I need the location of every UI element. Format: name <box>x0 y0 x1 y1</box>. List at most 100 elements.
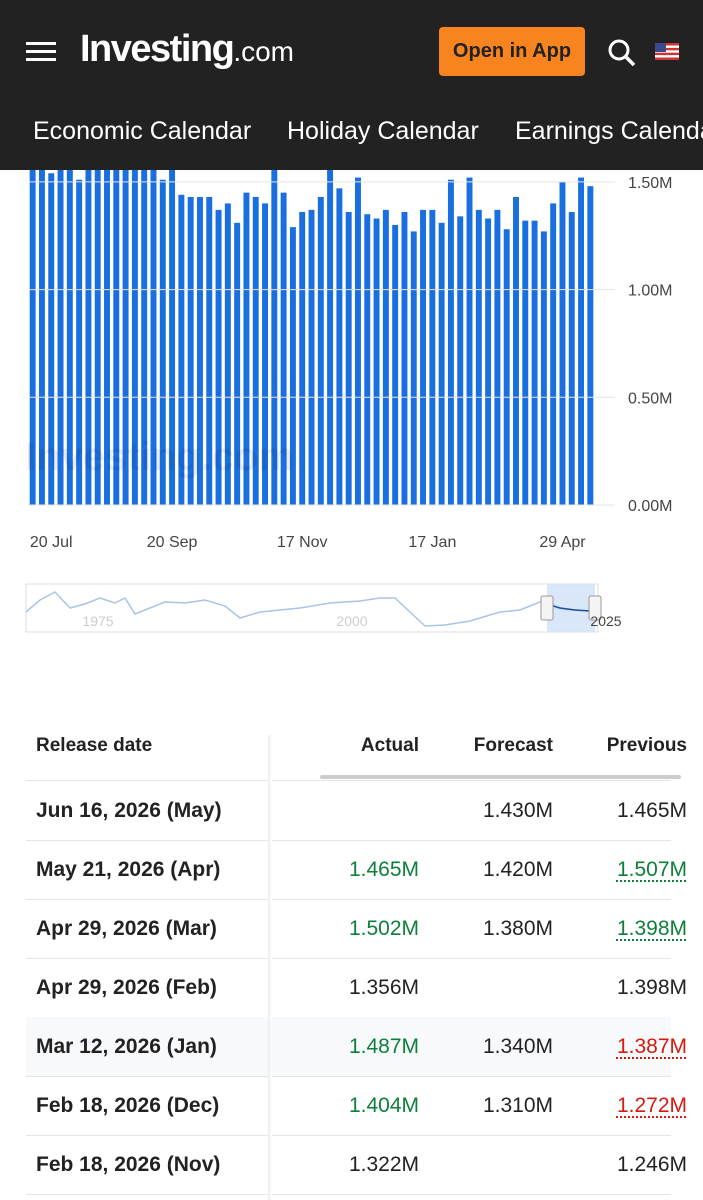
table-header: Release date Actual Forecast Previous <box>26 720 687 781</box>
release-date: Feb 18, 2026 (Nov) <box>36 1153 221 1176</box>
x-tick-label: 20 Jul <box>30 534 73 551</box>
bar <box>494 209 501 505</box>
bar <box>355 177 361 506</box>
bar <box>76 179 83 505</box>
previous-value: 1.398M <box>616 976 687 999</box>
navigator-handle[interactable] <box>588 595 602 621</box>
bar <box>522 220 529 505</box>
flag-icon[interactable] <box>655 43 679 60</box>
bar <box>503 229 510 505</box>
nav-item[interactable]: Earnings Calendar <box>515 117 703 145</box>
bar <box>299 212 306 506</box>
previous-value: 1.507M <box>616 858 687 881</box>
bar <box>513 196 519 505</box>
bar <box>559 181 566 505</box>
bar <box>336 188 343 505</box>
bar <box>206 196 213 505</box>
bar <box>224 203 231 505</box>
nav-item[interactable]: Economic Calendar <box>33 117 252 145</box>
release-date: Mar 12, 2026 (Jan) <box>36 1035 217 1058</box>
open-app-button[interactable]: Open in App <box>439 27 585 76</box>
actual-value: 1.356M <box>348 976 419 999</box>
bar <box>280 192 287 505</box>
bar <box>66 170 73 505</box>
bar <box>317 196 324 505</box>
table-row: Apr 29, 2026 (Feb) 1.356M 1.398M <box>26 958 687 1018</box>
bar <box>48 173 55 505</box>
logo[interactable]: Investing.com <box>80 28 294 71</box>
column-header: Release date <box>36 735 153 756</box>
previous-value: 1.398M <box>616 917 687 940</box>
bar <box>289 227 296 505</box>
previous-value: 1.387M <box>616 1035 687 1058</box>
bar <box>531 220 538 505</box>
menu-icon[interactable] <box>26 42 58 62</box>
nav-bar: Economic Calendar Holiday Calendar Earning… <box>0 100 703 170</box>
bar <box>38 170 45 505</box>
x-tick-label: 29 Apr <box>539 534 586 551</box>
navigator-label: 2000 <box>336 613 367 629</box>
release-date: Apr 29, 2026 (Mar) <box>36 917 217 940</box>
bar <box>392 224 399 505</box>
navigator-label: 1975 <box>82 613 113 629</box>
bar <box>457 216 464 505</box>
logo-text: Investing <box>80 28 235 70</box>
actual-value: 1.487M <box>348 1035 419 1058</box>
x-tick-label: 20 Sep <box>147 534 198 551</box>
release-date: May 21, 2026 (Apr) <box>36 858 221 881</box>
search-icon[interactable] <box>607 38 637 68</box>
bar <box>429 209 436 505</box>
table-row: Jun 16, 2026 (May) 1.430M 1.465M <box>26 781 687 841</box>
bar <box>438 222 445 505</box>
bar <box>578 177 585 506</box>
navigator-selection[interactable] <box>547 584 595 632</box>
forecast-value: 1.380M <box>482 917 553 940</box>
table-row: Feb 18, 2026 (Nov) 1.322M 1.246M <box>26 1135 687 1195</box>
bar <box>568 212 575 506</box>
forecast-value: 1.430M <box>482 799 553 822</box>
bar <box>271 170 278 505</box>
bar <box>550 203 557 505</box>
bar <box>85 170 92 505</box>
column-header: Previous <box>606 735 687 756</box>
bar <box>410 231 417 505</box>
bar <box>141 170 148 505</box>
bar <box>327 170 334 505</box>
actual-value: 1.322M <box>348 1153 419 1176</box>
table-row: Feb 18, 2026 (Dec) 1.404M 1.310M 1.272M <box>26 1076 687 1136</box>
bar <box>243 192 250 505</box>
release-date: Feb 18, 2026 (Dec) <box>36 1094 220 1117</box>
bar <box>150 170 157 505</box>
bar <box>104 170 110 505</box>
previous-value: 1.272M <box>616 1094 687 1117</box>
actual-value: 1.404M <box>348 1094 419 1117</box>
bar <box>159 179 166 505</box>
bar <box>187 196 194 505</box>
forecast-value <box>423 1135 553 1194</box>
column-header: Actual <box>360 735 419 756</box>
bar <box>485 218 492 506</box>
release-date: Apr 29, 2026 (Feb) <box>36 976 217 999</box>
bar <box>196 196 203 505</box>
nav-item[interactable]: Holiday Calendar <box>287 117 479 145</box>
bar <box>131 170 138 505</box>
forecast-value: 1.420M <box>482 858 553 881</box>
bar <box>113 170 120 505</box>
y-tick-label: 1.00M <box>628 283 672 300</box>
forecast-value: 1.310M <box>482 1094 553 1117</box>
logo-suffix: .com <box>233 36 294 67</box>
actual-value: 1.502M <box>348 917 419 940</box>
bar <box>382 209 389 505</box>
bar <box>345 212 352 506</box>
column-header: Forecast <box>473 735 553 756</box>
y-tick-label: 1.50M <box>628 175 672 192</box>
bar <box>587 186 594 505</box>
bar <box>308 209 315 505</box>
bar <box>262 203 268 505</box>
bar <box>364 214 371 505</box>
navigator-handle[interactable] <box>540 595 554 621</box>
bar <box>252 196 259 505</box>
x-tick-label: 17 Jan <box>408 534 456 551</box>
bar <box>475 209 482 505</box>
